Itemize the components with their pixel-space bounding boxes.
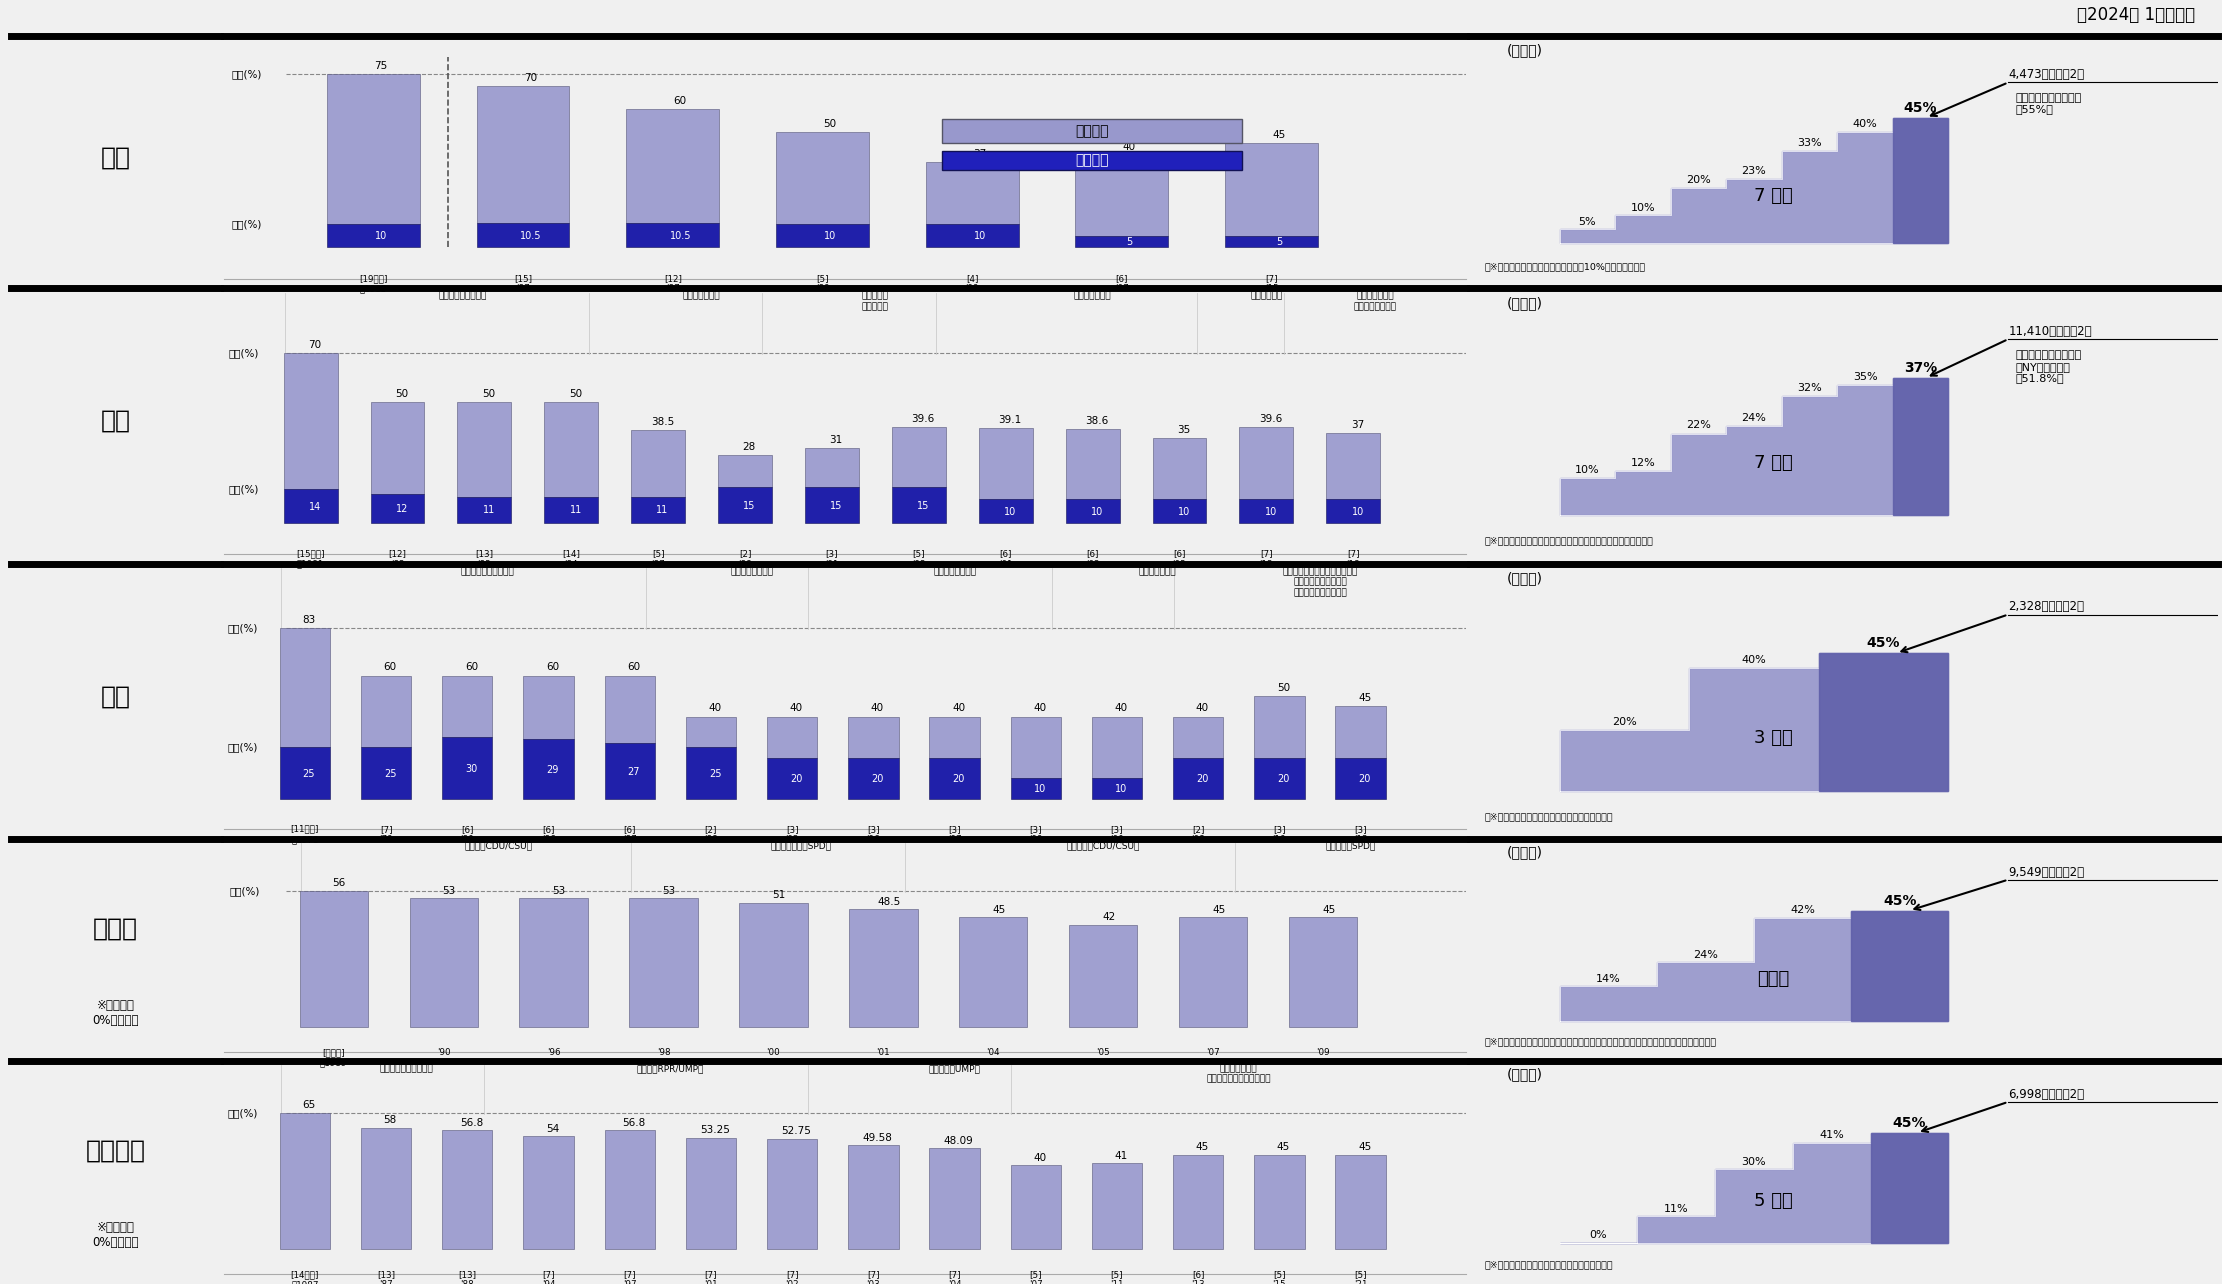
Text: 35: 35 bbox=[1178, 425, 1191, 435]
Bar bbox=[1335, 706, 1387, 758]
Text: サルコジ（UMP）: サルコジ（UMP） bbox=[929, 1064, 980, 1073]
Text: [12]
'82: [12] '82 bbox=[389, 550, 407, 569]
Text: 39.6: 39.6 bbox=[911, 413, 935, 424]
Bar bbox=[1091, 716, 1142, 778]
Text: 11%: 11% bbox=[1664, 1203, 1689, 1213]
Bar bbox=[458, 497, 511, 524]
Bar bbox=[687, 747, 735, 799]
Text: [7]
'03: [7] '03 bbox=[867, 1270, 880, 1284]
Bar bbox=[767, 716, 818, 758]
Bar bbox=[1067, 499, 1120, 524]
Bar bbox=[929, 716, 980, 758]
Text: 最低税率: 最低税率 bbox=[1075, 154, 1109, 168]
Text: 24%: 24% bbox=[1693, 949, 1718, 959]
Text: 38.5: 38.5 bbox=[651, 416, 673, 426]
Text: 10: 10 bbox=[1264, 507, 1278, 516]
Text: [3]
'91: [3] '91 bbox=[824, 550, 838, 569]
Text: 60: 60 bbox=[384, 663, 398, 673]
Text: 70: 70 bbox=[309, 340, 322, 349]
Text: [5]
'93: [5] '93 bbox=[911, 550, 927, 569]
Bar bbox=[849, 716, 898, 758]
Bar bbox=[631, 497, 684, 524]
Bar bbox=[300, 891, 367, 1027]
Bar bbox=[960, 918, 1027, 1027]
Text: (現　行): (現 行) bbox=[1507, 297, 1544, 311]
Bar bbox=[687, 716, 735, 747]
Text: 40: 40 bbox=[1195, 704, 1209, 714]
Text: （※）個人所得に対して課される地方税はない。: （※）個人所得に対して課される地方税はない。 bbox=[1484, 1260, 1613, 1269]
Text: 39.1: 39.1 bbox=[998, 415, 1022, 425]
Text: [6]
'03: [6] '03 bbox=[1173, 550, 1187, 569]
Text: フランス: フランス bbox=[87, 1139, 147, 1162]
Text: 45: 45 bbox=[1273, 130, 1287, 140]
Bar bbox=[458, 402, 511, 497]
Text: 50: 50 bbox=[1278, 683, 1291, 693]
Bar bbox=[740, 903, 807, 1027]
Text: 7 段階: 7 段階 bbox=[1753, 455, 1793, 473]
Text: 11: 11 bbox=[655, 506, 669, 515]
Text: 31: 31 bbox=[829, 435, 842, 444]
Text: [5]
'11: [5] '11 bbox=[1111, 1270, 1124, 1284]
Text: 40: 40 bbox=[789, 704, 802, 714]
Text: 方程式: 方程式 bbox=[1758, 969, 1789, 987]
Text: シラク（RPR/UMP）: シラク（RPR/UMP） bbox=[638, 1064, 704, 1073]
Polygon shape bbox=[1560, 910, 1949, 1021]
Bar bbox=[1327, 433, 1380, 499]
Text: 7 段階: 7 段階 bbox=[1753, 186, 1793, 204]
Text: [2]
'88: [2] '88 bbox=[704, 824, 718, 844]
Text: 最高(%): 最高(%) bbox=[227, 623, 258, 633]
Text: 48.09: 48.09 bbox=[944, 1136, 973, 1145]
Text: [6]
'02: [6] '02 bbox=[1087, 550, 1100, 569]
Text: 40: 40 bbox=[1033, 1153, 1047, 1163]
Text: 23%: 23% bbox=[1742, 167, 1766, 176]
Text: 45%: 45% bbox=[1866, 636, 1900, 650]
Text: [6]
'86: [6] '86 bbox=[542, 824, 556, 844]
Text: [3]
'97: [3] '97 bbox=[949, 824, 962, 844]
Text: 10%: 10% bbox=[1575, 465, 1600, 475]
Text: 65: 65 bbox=[302, 1100, 316, 1111]
Bar bbox=[1173, 716, 1224, 758]
Text: [13]
'87: [13] '87 bbox=[378, 1270, 396, 1284]
Bar bbox=[284, 489, 338, 524]
Text: 10.5: 10.5 bbox=[669, 231, 691, 241]
Bar bbox=[718, 455, 771, 487]
Text: オランド（社）
・マクロン（前進・再生）: オランド（社） ・マクロン（前進・再生） bbox=[1207, 1064, 1271, 1084]
Text: 48.5: 48.5 bbox=[878, 896, 900, 907]
Text: [3]
'96: [3] '96 bbox=[867, 824, 880, 844]
Text: 3 段階: 3 段階 bbox=[1753, 729, 1793, 747]
Text: 20: 20 bbox=[791, 774, 802, 785]
Bar bbox=[1253, 696, 1304, 758]
Text: 50: 50 bbox=[396, 389, 409, 398]
Text: 6,998万円（注2）: 6,998万円（注2） bbox=[2009, 1088, 2084, 1100]
Bar bbox=[1011, 778, 1060, 799]
Bar bbox=[1224, 236, 1318, 248]
Text: [6]
'13: [6] '13 bbox=[1191, 1270, 1204, 1284]
Text: 40: 40 bbox=[1122, 141, 1135, 152]
Bar bbox=[280, 1113, 331, 1249]
Text: '96: '96 bbox=[547, 1048, 560, 1057]
Bar bbox=[1173, 1154, 1224, 1249]
Text: （※）上記に加え、地方所得税を課す州・地方政府が存在する。: （※）上記に加え、地方所得税を課す州・地方政府が存在する。 bbox=[1484, 537, 1653, 546]
Text: 29: 29 bbox=[547, 765, 558, 776]
Text: [6]
'80: [6] '80 bbox=[460, 824, 473, 844]
Bar bbox=[1335, 758, 1387, 799]
Text: [5]
'21: [5] '21 bbox=[1353, 1270, 1367, 1284]
Polygon shape bbox=[1871, 1132, 1949, 1243]
Text: キャメロン（保）・メイ（保）
・ジョンソン・トラス
（保）・スナク（保）: キャメロン（保）・メイ（保） ・ジョンソン・トラス （保）・スナク（保） bbox=[1282, 568, 1358, 597]
Text: 英国: 英国 bbox=[100, 684, 131, 709]
Text: [3]
'10: [3] '10 bbox=[1273, 824, 1287, 844]
Text: 50: 50 bbox=[824, 118, 835, 128]
Text: 52.75: 52.75 bbox=[782, 1126, 811, 1136]
Text: 最低(%): 最低(%) bbox=[227, 742, 258, 752]
Text: （2024年 1月現在）: （2024年 1月現在） bbox=[2078, 6, 2195, 24]
Text: 60: 60 bbox=[547, 663, 560, 673]
Text: 40: 40 bbox=[871, 704, 884, 714]
Text: 5%: 5% bbox=[1578, 217, 1595, 227]
Text: 10: 10 bbox=[1351, 507, 1364, 516]
Bar bbox=[1173, 758, 1224, 799]
Text: '04: '04 bbox=[987, 1048, 1000, 1057]
Text: メージャー（保）: メージャー（保） bbox=[731, 568, 773, 577]
Text: 45%: 45% bbox=[1904, 101, 1938, 114]
Text: 4,473万円（注2）: 4,473万円（注2） bbox=[2009, 68, 2084, 81]
Bar bbox=[1069, 924, 1138, 1027]
